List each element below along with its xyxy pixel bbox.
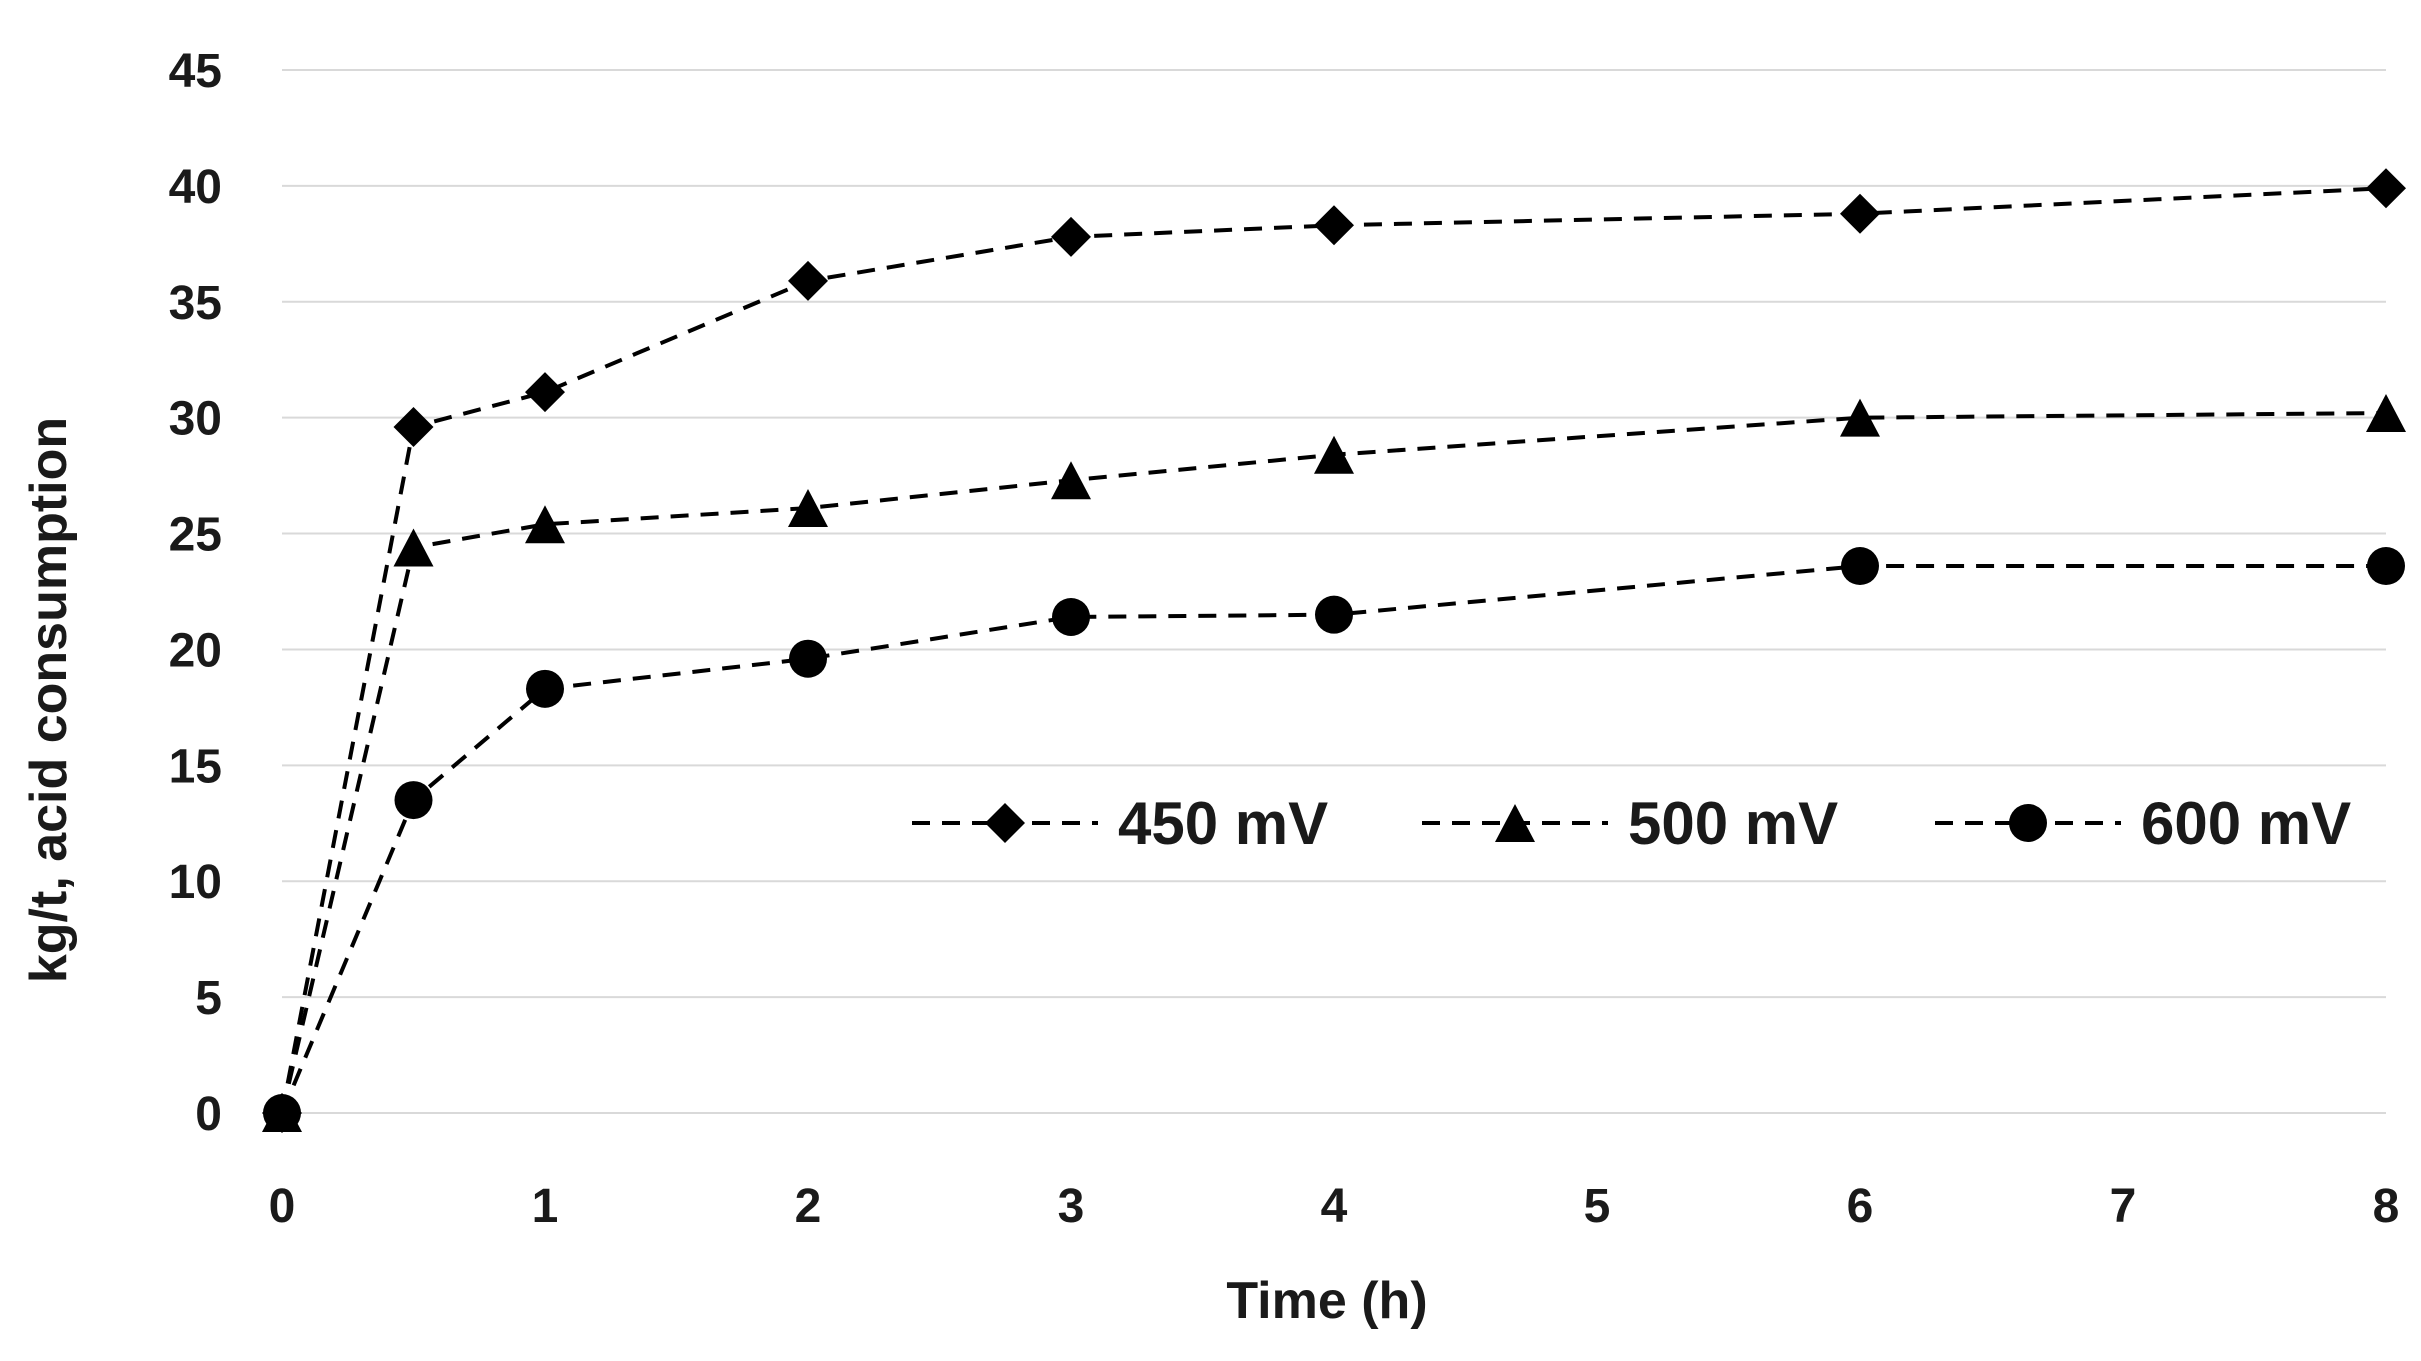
x-tick-label: 3 (1058, 1180, 1085, 1233)
data-point-circle (2367, 547, 2405, 586)
x-axis-title: Time (h) (1226, 1272, 1427, 1330)
series-600-mv (263, 547, 2405, 1132)
y-axis-title: kg/t, acid consumption (20, 417, 78, 983)
legend-item: 600 mV (1935, 790, 2351, 857)
legend-marker-circle (2009, 804, 2047, 842)
data-point-triangle (1840, 398, 1880, 437)
data-point-triangle (393, 528, 434, 567)
data-point-triangle (2366, 394, 2406, 433)
y-tick-label: 45 (169, 45, 222, 98)
y-tick-label: 0 (195, 1088, 222, 1141)
y-tick-label: 5 (195, 972, 222, 1025)
legend-marker-triangle (1495, 804, 1535, 842)
y-tick-label: 20 (169, 624, 222, 677)
data-point-circle (789, 639, 827, 678)
series-500-mv (262, 394, 2406, 1132)
legend-label: 450 mV (1118, 790, 1328, 857)
data-point-diamond (393, 406, 434, 447)
y-axis-ticks: 0 5 10 15 20 25 30 35 40 45 (169, 45, 222, 1141)
data-point-diamond (1840, 193, 1880, 234)
x-tick-label: 8 (2373, 1180, 2400, 1233)
x-tick-label: 1 (532, 1180, 559, 1233)
data-point-diamond (788, 260, 828, 301)
data-point-circle (263, 1094, 301, 1132)
data-point-triangle (1051, 461, 1091, 500)
x-tick-label: 2 (795, 1180, 822, 1233)
x-axis-ticks: 0 1 2 3 4 5 6 7 8 (269, 1180, 2400, 1233)
series-group (262, 168, 2406, 1133)
x-tick-label: 4 (1321, 1180, 1348, 1233)
series-line (280, 186, 2387, 1114)
y-tick-label: 30 (169, 393, 222, 446)
legend-item: 500 mV (1422, 790, 1838, 857)
y-tick-label: 10 (169, 856, 222, 909)
data-point-triangle (525, 505, 565, 544)
x-tick-label: 0 (269, 1180, 296, 1233)
data-point-diamond (2366, 168, 2406, 209)
legend-item: 450 mV (912, 790, 1328, 857)
data-point-diamond (1314, 205, 1354, 246)
data-point-circle (1841, 547, 1879, 586)
legend-label: 500 mV (1628, 790, 1838, 857)
data-point-diamond (525, 372, 565, 413)
data-point-circle (394, 781, 433, 820)
y-tick-label: 25 (169, 509, 222, 562)
data-point-triangle (788, 489, 828, 528)
series-line (280, 564, 2386, 1114)
series-line (280, 411, 2387, 1114)
data-point-circle (1052, 597, 1090, 636)
y-tick-label: 40 (169, 161, 222, 214)
x-tick-label: 5 (1584, 1180, 1611, 1233)
legend-marker-diamond (985, 803, 1025, 843)
y-tick-label: 15 (169, 740, 222, 793)
x-tick-label: 6 (1847, 1180, 1874, 1233)
y-tick-label: 35 (169, 277, 222, 330)
x-tick-label: 7 (2110, 1180, 2137, 1233)
data-point-circle (1315, 595, 1353, 634)
gridlines (282, 69, 2386, 1114)
legend-label: 600 mV (2141, 790, 2351, 857)
data-point-diamond (1051, 216, 1091, 257)
legend: 450 mV 500 mV 600 mV (912, 790, 2351, 857)
data-point-triangle (1314, 435, 1354, 474)
data-point-circle (526, 669, 564, 708)
series-450-mv (262, 168, 2406, 1133)
